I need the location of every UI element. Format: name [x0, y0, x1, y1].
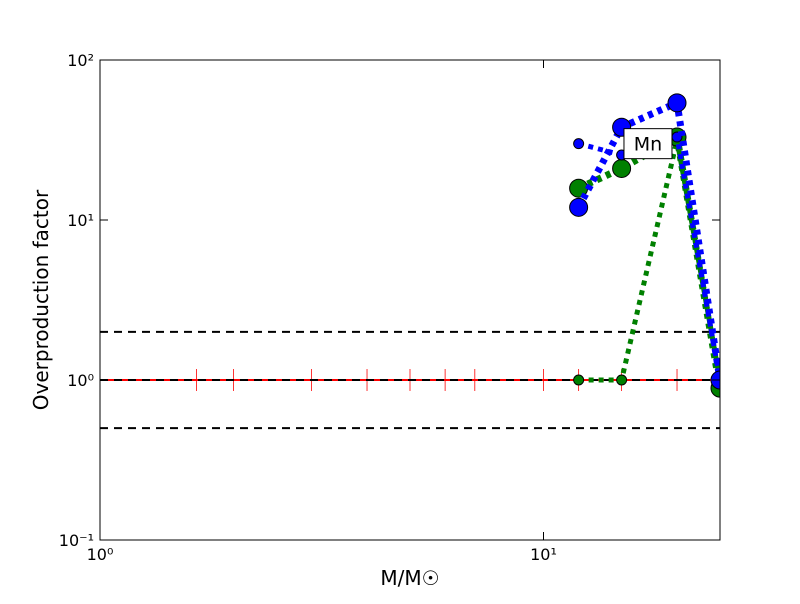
marker [569, 197, 589, 217]
x-tick-label: 10⁰ [87, 545, 114, 564]
series-line [575, 97, 720, 381]
marker [612, 158, 632, 178]
y-tick-label: 10⁻¹ [59, 531, 94, 550]
marker [573, 138, 585, 150]
x-axis-label: M/M☉ [380, 566, 439, 590]
annotation: Mn [634, 134, 662, 156]
y-tick-label: 10⁰ [67, 371, 94, 390]
series-line [577, 131, 720, 389]
axes-frame [99, 59, 721, 541]
y-tick-label: 10² [67, 51, 94, 70]
marker [667, 93, 687, 113]
annotation-box [623, 128, 673, 160]
x-tick-label: 10¹ [530, 545, 557, 564]
marker [616, 374, 628, 386]
plot-area [100, 93, 720, 430]
y-tick-label: 10¹ [67, 211, 94, 230]
y-axis-label: Overproduction factor [29, 189, 53, 410]
marker [573, 374, 585, 386]
